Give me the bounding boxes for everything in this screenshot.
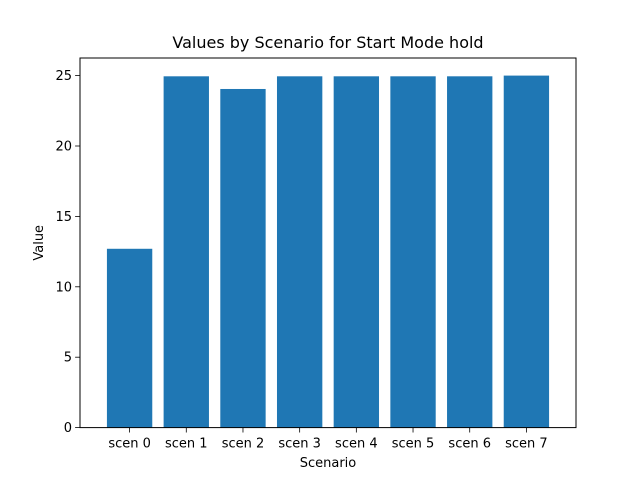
bars-group bbox=[106, 75, 550, 428]
x-ticks-group: scen 0 scen 1 scen 2 scen 3 scen 4 scen 5 scen… bbox=[108, 427, 548, 452]
bar-scen-7 bbox=[503, 75, 550, 428]
bar-scen-2 bbox=[220, 88, 266, 428]
x-tick-label: scen 0 bbox=[108, 437, 151, 452]
bar-scen-0 bbox=[106, 248, 153, 428]
y-tick-label: 15 bbox=[55, 210, 72, 225]
bar-scen-4 bbox=[333, 76, 380, 428]
x-tick-label: scen 3 bbox=[278, 437, 321, 452]
y-axis-label: Value bbox=[32, 225, 47, 261]
y-tick-label: 25 bbox=[55, 69, 72, 84]
y-tick-label: 20 bbox=[55, 140, 72, 155]
bar-scen-6 bbox=[447, 76, 493, 428]
y-ticks-group: 0 5 10 15 20 25 bbox=[55, 69, 80, 436]
y-tick-label: 0 bbox=[64, 421, 72, 436]
x-tick-label: scen 5 bbox=[392, 437, 435, 452]
y-tick-label: 10 bbox=[55, 280, 72, 295]
y-tick-label: 5 bbox=[64, 351, 72, 366]
x-tick-label: scen 7 bbox=[505, 437, 548, 452]
chart-title: Values by Scenario for Start Mode hold bbox=[172, 33, 483, 52]
x-tick-label: scen 6 bbox=[448, 437, 491, 452]
x-tick-label: scen 2 bbox=[222, 437, 265, 452]
bar-scen-1 bbox=[163, 76, 209, 428]
bar-scen-5 bbox=[390, 76, 436, 428]
x-tick-label: scen 1 bbox=[165, 437, 208, 452]
x-tick-label: scen 4 bbox=[335, 437, 378, 452]
plot-frame bbox=[79, 57, 577, 429]
bar-scen-3 bbox=[276, 76, 323, 428]
x-axis-label: Scenario bbox=[300, 456, 357, 471]
